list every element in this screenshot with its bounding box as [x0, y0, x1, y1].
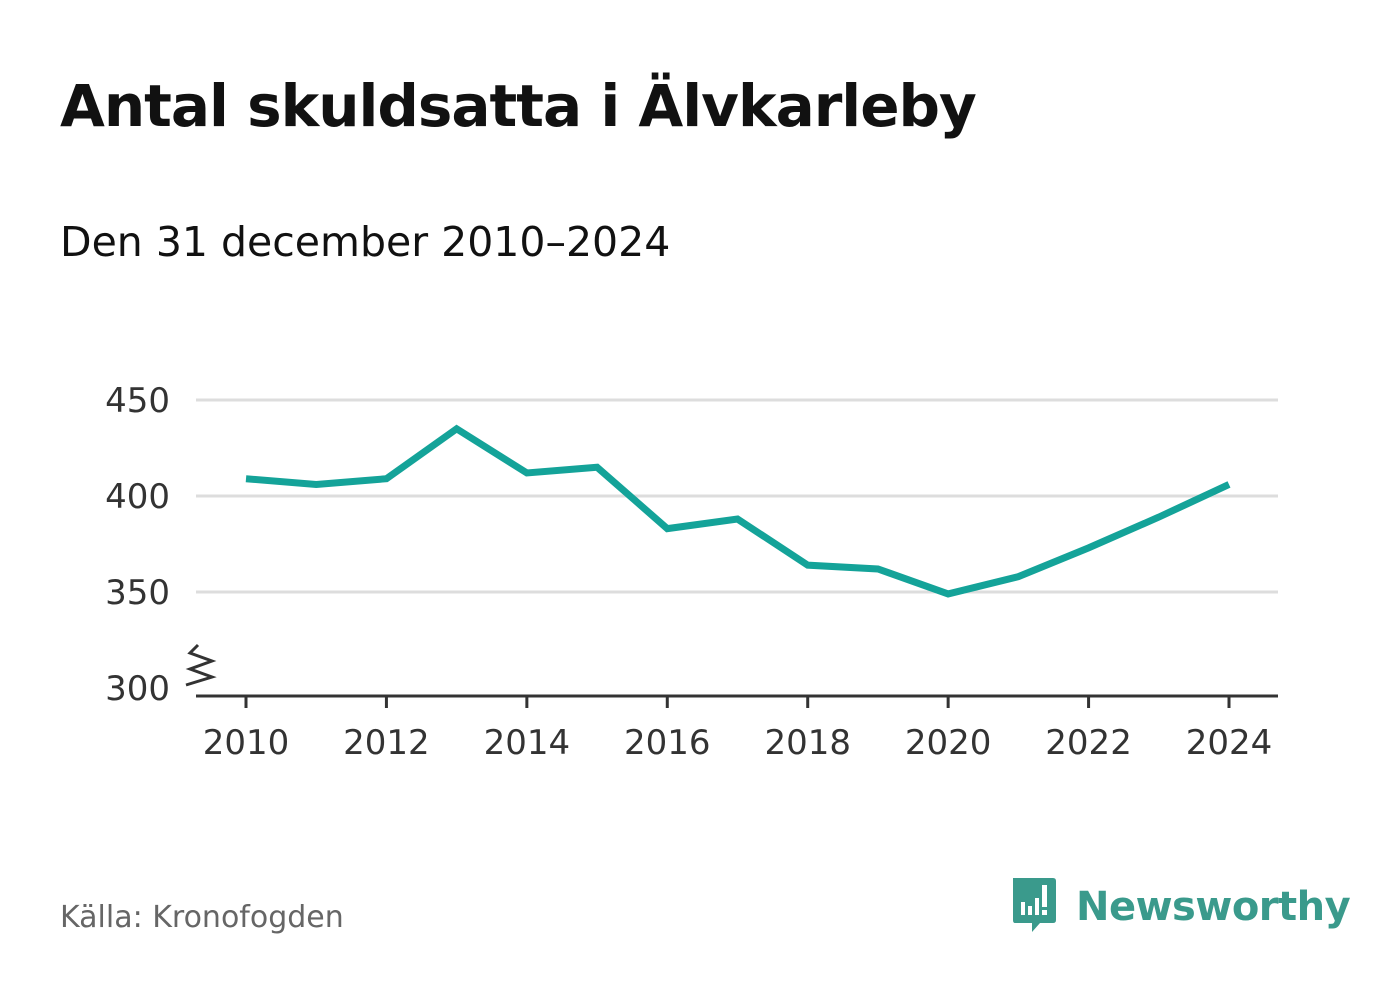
brand-name: Newsworthy — [1076, 884, 1351, 930]
y-tick-label-300: 300 — [105, 669, 170, 709]
chart-subtitle: Den 31 december 2010–2024 — [60, 218, 671, 266]
x-tick-label-2018: 2018 — [764, 723, 851, 763]
x-tick-label-2014: 2014 — [484, 723, 571, 763]
y-tick-label-350: 350 — [105, 573, 170, 613]
x-tick-label-2020: 2020 — [905, 723, 992, 763]
y-tick-label-400: 400 — [105, 477, 170, 517]
series-line-0 — [245, 424, 1231, 598]
x-tick-label-2012: 2012 — [343, 723, 430, 763]
axis-break-marker — [185, 643, 217, 687]
x-tick-label-2016: 2016 — [624, 723, 711, 763]
x-tick-label-2024: 2024 — [1186, 723, 1273, 763]
x-tick-label-2010: 2010 — [203, 723, 290, 763]
newsworthy-logo: Newsworthy — [1010, 876, 1351, 938]
newsworthy-logo-icon — [1013, 878, 1056, 932]
y-tick-label-450: 450 — [105, 381, 170, 421]
x-tick-label-2022: 2022 — [1045, 723, 1132, 763]
chart-title: Antal skuldsatta i Älvkarleby — [60, 72, 977, 140]
source-note: Källa: Kronofogden — [60, 900, 344, 935]
